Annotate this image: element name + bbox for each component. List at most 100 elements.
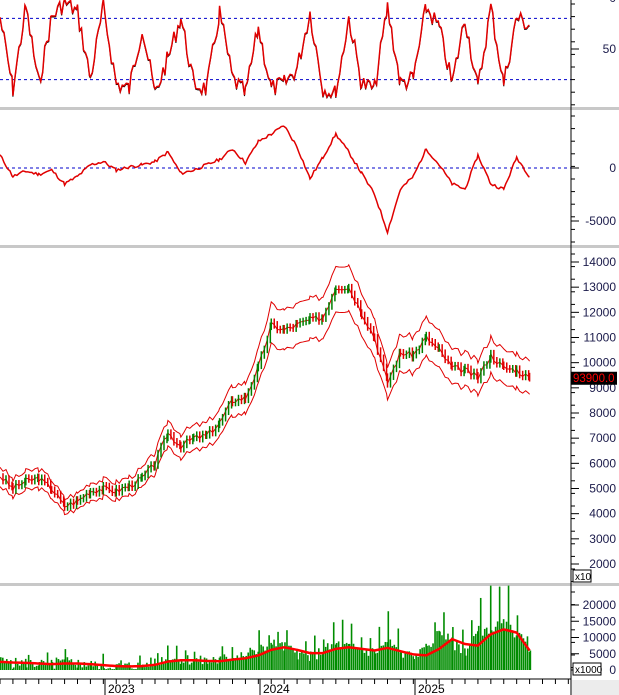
volume-bar: [113, 669, 115, 670]
volume-bar: [489, 585, 492, 670]
volume-bar: [322, 654, 324, 670]
volume-bar: [180, 659, 183, 670]
volume-bar: [148, 666, 150, 670]
volume-bar: [487, 633, 490, 670]
volume-bar: [81, 667, 84, 670]
volume-bar: [12, 668, 14, 670]
volume-bar: [76, 667, 79, 670]
volume-bar: [348, 643, 351, 670]
volume-bar: [159, 664, 161, 670]
volume-bar: [90, 660, 93, 670]
volume-bar: [4, 662, 6, 670]
volume-bar: [477, 631, 479, 670]
momentum-line: [0, 125, 530, 236]
volume-bar: [266, 646, 268, 670]
volume-bar: [465, 655, 467, 670]
volume-bar: [399, 652, 402, 670]
volume-bar: [451, 637, 453, 670]
volume-bar: [284, 642, 286, 670]
volume-bar: [122, 666, 124, 670]
volume-bar: [380, 645, 383, 670]
volume-bar: [8, 662, 10, 670]
volume-bar: [131, 668, 133, 670]
volume-bar: [443, 612, 445, 670]
volume-bar: [238, 659, 241, 670]
volume-bar: [507, 585, 510, 670]
volume-bar: [141, 666, 143, 670]
volume-bar: [218, 657, 221, 670]
volume-bar: [16, 663, 19, 670]
lower-band: [0, 309, 530, 516]
volume-bar: [227, 659, 230, 670]
volume-bar: [483, 628, 486, 670]
volume-bar: [214, 659, 217, 670]
volume-bar: [290, 645, 292, 670]
x-tick-label: 2023: [108, 682, 135, 695]
volume-bar: [498, 586, 501, 670]
volume-bar: [500, 623, 503, 670]
volume-bar: [177, 659, 180, 670]
volume-bar: [38, 662, 41, 670]
volume-bar: [460, 653, 462, 670]
volume-bar: [208, 660, 211, 670]
volume-bar: [288, 645, 290, 670]
corner-box: [572, 680, 619, 695]
y-tick-label: 7000: [589, 431, 616, 445]
volume-bar: [251, 649, 254, 670]
volume-bar: [496, 621, 499, 670]
volume-bar: [320, 654, 322, 670]
volume-bar: [454, 650, 456, 670]
volume-bar: [309, 660, 311, 670]
volume-bar: [347, 643, 350, 670]
volume-bar: [14, 657, 17, 670]
volume-bar: [492, 631, 495, 670]
y-tick-label: 0: [609, 161, 616, 175]
volume-bar: [426, 645, 428, 670]
volume-bar: [469, 644, 471, 670]
volume-bar: [277, 631, 279, 670]
y-tick-label: 20000: [583, 598, 617, 612]
volume-scale-label: x1000: [575, 665, 603, 676]
volume-bar: [305, 641, 307, 670]
volume-bar: [509, 624, 512, 670]
volume-bar: [249, 647, 252, 670]
volume-bar: [438, 630, 440, 670]
volume-bar: [165, 659, 167, 670]
volume-bar: [0, 657, 2, 670]
volume-bar: [142, 664, 144, 670]
oscillator-line: [0, 0, 530, 99]
volume-bar: [279, 643, 281, 670]
volume-bar: [389, 639, 392, 670]
volume-bar: [479, 597, 482, 670]
volume-bar: [292, 648, 294, 670]
volume-bar: [216, 663, 219, 670]
volume-bar: [391, 645, 394, 670]
last-price-label-bg: [571, 371, 617, 385]
volume-bar: [163, 663, 165, 670]
volume-bar: [502, 619, 505, 670]
volume-bar: [352, 643, 355, 670]
volume-bar: [64, 649, 67, 670]
y-tick-label: 5000: [589, 482, 616, 496]
volume-bar: [462, 629, 464, 670]
y-tick-label: -5000: [585, 214, 616, 228]
volume-bar: [197, 661, 200, 670]
volume-bar: [343, 644, 346, 670]
volume-bar: [51, 662, 54, 670]
volume-bar: [92, 666, 95, 670]
volume-bar: [169, 661, 172, 670]
volume-bar: [253, 650, 256, 670]
volume-bar: [526, 636, 529, 670]
volume-bar: [341, 619, 344, 670]
x-tick-label: 2025: [418, 682, 445, 695]
volume-bar: [155, 663, 157, 670]
volume-bar: [18, 665, 21, 670]
volume-bar: [299, 652, 301, 670]
volume-bar: [201, 664, 204, 670]
y-tick-label: 0: [609, 0, 616, 5]
volume-bar: [212, 657, 215, 670]
volume-bar: [210, 662, 213, 670]
volume-bar: [223, 654, 226, 670]
middle-band: [0, 286, 530, 508]
volume-bar: [464, 648, 466, 670]
